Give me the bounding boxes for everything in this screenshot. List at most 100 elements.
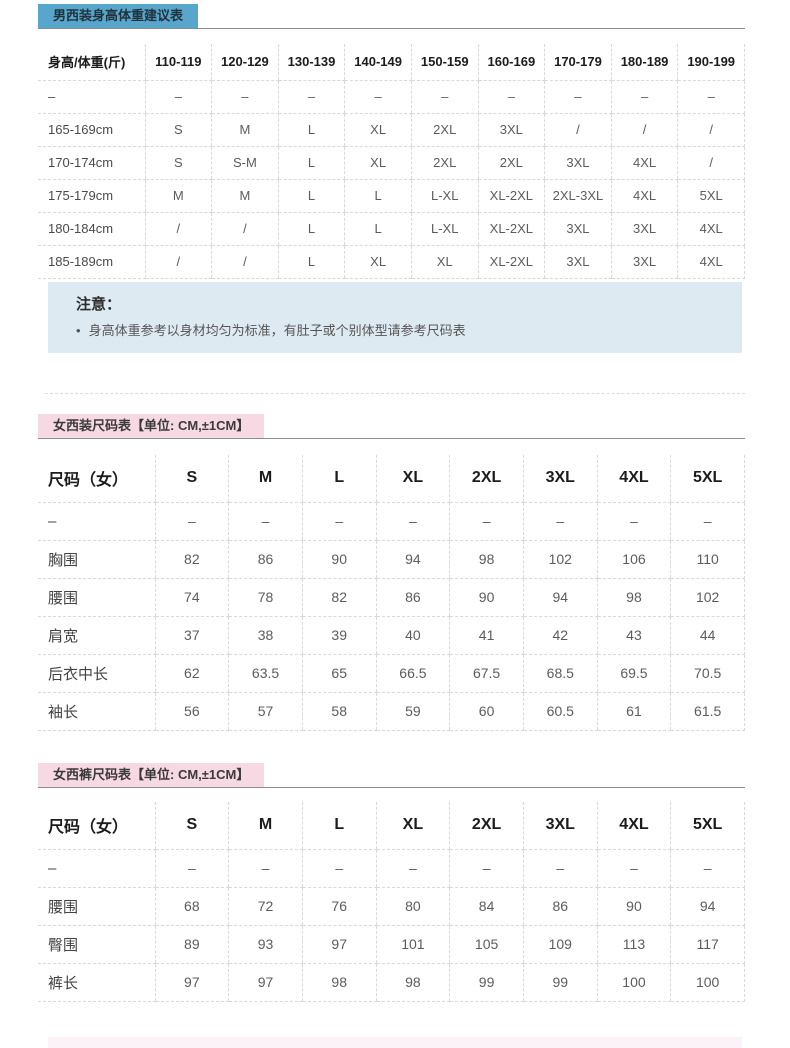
row-label: 胸围	[38, 540, 155, 579]
bullet-icon: •	[76, 323, 81, 338]
row-label: 肩宽	[38, 616, 155, 655]
table-cell: S-M	[211, 146, 279, 180]
table-cell: /	[144, 212, 212, 246]
table-cell: –	[228, 502, 303, 541]
table-cell: 105	[449, 925, 524, 964]
table-cell: 61	[596, 692, 671, 731]
table-cell: 101	[375, 925, 450, 964]
table-cell: 117	[670, 925, 745, 964]
column-header: 2XL	[449, 802, 524, 850]
table-cell: –	[610, 80, 678, 114]
row-label: 袖长	[38, 692, 155, 731]
table-row: 臀围 89 93 97 101 105 109 113 117	[38, 925, 745, 964]
table-cell: 98	[375, 963, 450, 1002]
table-cell: 39	[301, 616, 377, 655]
table-cell: 102	[670, 578, 745, 617]
table-cell: 59	[375, 692, 450, 731]
table-cell: 94	[522, 578, 598, 617]
table-cell: M	[211, 179, 279, 213]
row-label: 185-189cm	[38, 245, 145, 279]
table-cell: 3XL	[477, 113, 545, 147]
row-label: 裤长	[38, 963, 155, 1002]
table-cell: L	[277, 113, 345, 147]
table-cell: 61.5	[670, 692, 745, 731]
table-cell: 89	[154, 925, 229, 964]
column-header: 150-159	[410, 44, 479, 81]
row-label: –	[38, 502, 155, 541]
table-cell: –	[154, 849, 229, 888]
note-line: • 身高体重参考以身材均匀为标准，有肚子或个别体型请参考尺码表	[76, 320, 722, 339]
table-cell: –	[301, 849, 377, 888]
table-cell: 113	[596, 925, 671, 964]
table-cell: –	[344, 80, 412, 114]
row-label: 腰围	[38, 887, 155, 926]
table-cell: 97	[228, 963, 303, 1002]
table-cell: 44	[670, 616, 745, 655]
table-cell: L-XL	[410, 179, 479, 213]
table-cell: XL-2XL	[477, 245, 545, 279]
column-header: L	[301, 802, 377, 850]
column-header: 3XL	[522, 455, 598, 503]
next-section-strip	[48, 1037, 742, 1048]
table-cell: 109	[522, 925, 598, 964]
header-row: 尺码（女） S M L XL 2XL 3XL 4XL 5XL	[38, 455, 745, 503]
column-header: 2XL	[449, 455, 524, 503]
table-cell: 94	[670, 887, 745, 926]
men-height-weight-table: 身高/体重(斤) 110-119 120-129 130-139 140-149 150-…	[38, 44, 745, 279]
table-cell: 4XL	[677, 245, 745, 279]
table-cell: 106	[596, 540, 671, 579]
table-cell: 4XL	[677, 212, 745, 246]
column-header: 尺码（女）	[38, 455, 155, 503]
table-cell: L	[344, 212, 412, 246]
men-size-table-badge: 男西装身高体重建议表	[38, 4, 199, 28]
table-cell: 82	[301, 578, 377, 617]
table-cell: L	[277, 146, 345, 180]
table-cell: 72	[228, 887, 303, 926]
row-label: 175-179cm	[38, 179, 145, 213]
note-title: 注意：	[76, 296, 122, 313]
table-cell: L	[277, 179, 345, 213]
note-box: 注意： • 身高体重参考以身材均匀为标准，有肚子或个别体型请参考尺码表	[48, 282, 742, 353]
table-cell: XL	[344, 245, 412, 279]
table-row: – – – – – – – – –	[38, 502, 745, 541]
table-cell: XL-2XL	[477, 179, 545, 213]
table-cell: 99	[522, 963, 598, 1002]
table-cell: 97	[154, 963, 229, 1002]
table-cell: 41	[449, 616, 524, 655]
table-cell: –	[522, 502, 598, 541]
row-label: –	[38, 80, 145, 114]
table-cell: 90	[449, 578, 524, 617]
table-cell: 62	[154, 654, 229, 693]
table-row: 180-184cm / / L L L-XL XL-2XL 3XL 3XL 4XL	[38, 212, 745, 246]
table-cell: /	[144, 245, 212, 279]
table-cell: –	[228, 849, 303, 888]
table-row: 165-169cm S M L XL 2XL 3XL / / /	[38, 113, 745, 147]
table-cell: 90	[596, 887, 671, 926]
table-cell: 63.5	[228, 654, 303, 693]
table-cell: 70.5	[670, 654, 745, 693]
table-cell: 86	[228, 540, 303, 579]
table-cell: S	[144, 113, 212, 147]
table-cell: 86	[522, 887, 598, 926]
table-cell: XL	[344, 146, 412, 180]
column-header: 110-119	[144, 44, 212, 81]
table-cell: S	[144, 146, 212, 180]
table-cell: 98	[596, 578, 671, 617]
table-cell: 98	[301, 963, 377, 1002]
table-cell: 2XL	[410, 146, 479, 180]
table-cell: 2XL	[477, 146, 545, 180]
column-header: 4XL	[596, 802, 671, 850]
table-row: 腰围 74 78 82 86 90 94 98 102	[38, 578, 745, 617]
column-header: 160-169	[477, 44, 545, 81]
table-cell: /	[211, 212, 279, 246]
table-row: 185-189cm / / L XL XL XL-2XL 3XL 3XL 4XL	[38, 245, 745, 279]
table-cell: 98	[449, 540, 524, 579]
column-header: 5XL	[670, 802, 745, 850]
table-cell: 43	[596, 616, 671, 655]
table-cell: /	[211, 245, 279, 279]
table-cell: 100	[670, 963, 745, 1002]
table-cell: –	[544, 80, 612, 114]
table-row: 170-174cm S S-M L XL 2XL 2XL 3XL 4XL /	[38, 146, 745, 180]
table-row: 胸围 82 86 90 94 98 102 106 110	[38, 540, 745, 579]
column-header: 尺码（女）	[38, 802, 155, 850]
